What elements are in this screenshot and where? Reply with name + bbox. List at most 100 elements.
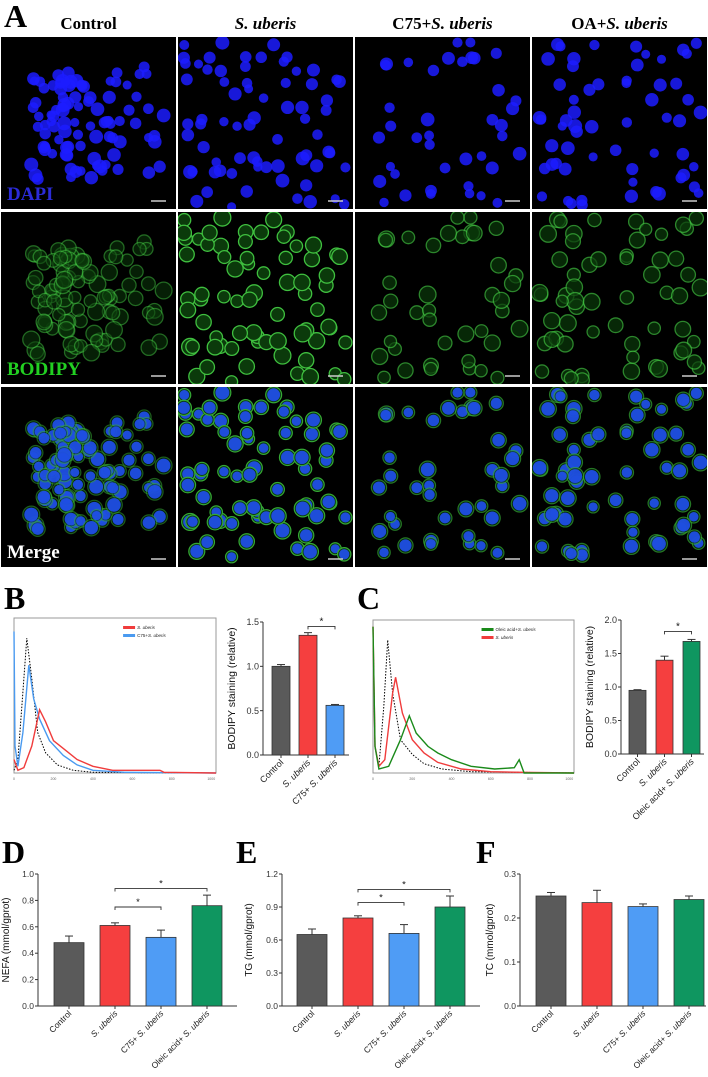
y-tick-label: 0.2	[504, 913, 516, 923]
histogram-curve	[13, 631, 217, 774]
y-axis-label: BODIPY staining (relative)	[226, 627, 238, 749]
c-histogram: 0 200 400 600 800 1000 Oleic acid+S. uberis S. …	[372, 619, 575, 781]
panel-letter-d: D	[2, 834, 26, 870]
x-tick-label: 200	[409, 777, 415, 781]
histogram-curve	[372, 626, 574, 774]
bar	[673, 899, 705, 1007]
y-axis-label: TC (mmol/gprot)	[485, 904, 496, 977]
column-header-species: S. uberis	[606, 14, 668, 33]
significance-bracket	[357, 888, 451, 893]
e-bar-chart: 0.0 0.3 0.6 0.9 1.2 TG (mmol/gprot) Control S. …	[244, 869, 480, 1071]
bar	[535, 895, 567, 1007]
category-label: S. uberis	[571, 1008, 602, 1039]
micrograph-dapi-1	[178, 37, 353, 209]
category-label: C75+ S. uberis	[361, 1008, 409, 1056]
x-tick-label: 800	[527, 777, 533, 781]
category-label: Control	[529, 1008, 556, 1035]
panel-letter-e: E	[236, 834, 258, 870]
column-header: OA+S. uberis	[532, 14, 707, 34]
x-tick-label: 400	[449, 777, 455, 781]
d-bar-chart: 0.0 0.2 0.4 0.6 0.8 1.0 NEFA (mmol/gprot) Contr…	[1, 869, 237, 1071]
y-axis-label: NEFA (mmol/gprot)	[1, 897, 12, 982]
legend-label: S. uberis	[496, 635, 515, 640]
bar	[325, 704, 345, 756]
column-header-text: Control	[60, 14, 117, 33]
legend-swatch	[123, 626, 136, 629]
legend-label: C75+S. uberis	[137, 633, 166, 638]
column-header: C75+S. uberis	[355, 14, 530, 34]
histogram-frame	[372, 619, 575, 774]
column-header-text: C75+	[392, 14, 432, 33]
column-header-species: S. uberis	[234, 14, 297, 33]
x-tick-label: 200	[51, 777, 57, 781]
bar	[581, 902, 613, 1007]
micrograph-merge-1	[178, 387, 353, 567]
column-header: S. uberis	[178, 14, 353, 34]
category-label: C75+ S. uberis	[600, 1008, 648, 1056]
y-tick-label: 0.6	[266, 935, 278, 945]
bar	[271, 665, 291, 756]
c-bar-chart: 0.0 0.5 1.0 1.5 2.0 BODIPY staining (relative…	[584, 615, 704, 822]
y-axis-label: TG (mmol/gprot)	[244, 903, 255, 976]
micrograph-dapi-2	[355, 37, 530, 209]
bar	[655, 659, 674, 755]
y-tick-label: 0.3	[266, 968, 278, 978]
significance-bracket	[664, 630, 692, 635]
histogram-curve	[372, 626, 575, 774]
y-tick-label: 1.0	[604, 682, 617, 692]
bar	[342, 917, 374, 1007]
significance-star: *	[676, 621, 680, 632]
y-tick-label: 0.0	[22, 1001, 34, 1011]
bar	[191, 905, 223, 1007]
x-tick-label: 600	[129, 777, 135, 781]
column-header-species: S. uberis	[431, 14, 493, 33]
x-tick-label: 600	[488, 777, 494, 781]
f-bar-chart: 0.0 0.1 0.2 0.3 TC (mmol/gprot) Control S. ube…	[485, 869, 706, 1071]
y-tick-label: 1.5	[604, 649, 617, 659]
legend-label: Oleic acid+S. uberis	[496, 627, 537, 632]
bar	[298, 634, 318, 756]
y-tick-label: 0.0	[266, 1001, 278, 1011]
panel-letter-c: C	[357, 580, 381, 616]
bar	[145, 936, 177, 1007]
significance-star: *	[136, 897, 140, 908]
bar	[434, 906, 466, 1007]
histogram-curve	[13, 638, 217, 774]
bar	[53, 942, 85, 1007]
y-tick-label: 1.0	[22, 869, 34, 879]
micrograph-bodipy-1	[178, 212, 353, 384]
y-axis-label: BODIPY staining (relative)	[584, 626, 596, 748]
y-tick-label: 0.0	[604, 749, 617, 759]
micrograph-merge-3	[532, 387, 707, 567]
x-tick-label: 1000	[207, 777, 215, 781]
bar	[682, 641, 701, 755]
y-tick-label: 0.0	[504, 1001, 516, 1011]
histogram-curve	[13, 707, 217, 774]
significance-bracket	[307, 625, 336, 630]
y-tick-label: 0.6	[22, 922, 34, 932]
bar	[628, 689, 647, 755]
y-tick-label: 0.9	[266, 902, 278, 912]
category-label: Control	[47, 1008, 74, 1035]
bar	[296, 934, 328, 1007]
category-label: C75+ S. uberis	[118, 1008, 166, 1056]
x-tick-label: 800	[169, 777, 175, 781]
histogram-curve	[372, 626, 575, 774]
micrograph-dapi-3	[532, 37, 707, 209]
channel-label: DAPI	[7, 184, 54, 205]
legend-label: S. uberis	[137, 625, 156, 630]
y-tick-label: 0.8	[22, 895, 34, 905]
bar	[627, 906, 659, 1007]
micrograph-dapi-0: DAPI	[1, 37, 176, 209]
x-tick-label: 400	[90, 777, 96, 781]
histogram-frame	[13, 617, 217, 774]
bar	[388, 933, 420, 1007]
b-histogram: 0 200 400 600 800 1000 S. uberis C75+S. uberis	[13, 617, 217, 781]
significance-star: *	[379, 893, 383, 904]
significance-star: *	[402, 879, 406, 890]
y-tick-label: 2.0	[604, 615, 617, 625]
y-tick-label: 1.5	[246, 617, 259, 627]
y-tick-label: 0.4	[22, 948, 34, 958]
legend-swatch	[123, 634, 136, 637]
